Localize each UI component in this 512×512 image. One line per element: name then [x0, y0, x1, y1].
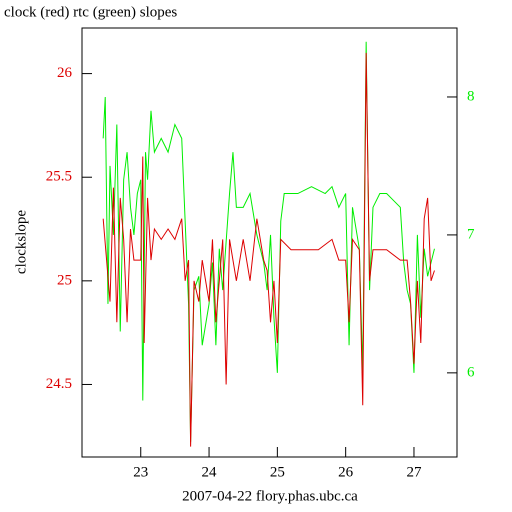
y-tick-label: 26	[57, 65, 73, 81]
x-tick-label: 25	[270, 464, 285, 480]
y-tick-label: 25.5	[46, 169, 72, 185]
y-axis-label: clockslope	[13, 210, 29, 274]
y2-tick-label: 7	[467, 226, 475, 242]
plot-frame	[81, 27, 458, 458]
y2-tick-label: 6	[467, 364, 475, 380]
chart-title: clock (red) rtc (green) slopes	[4, 4, 177, 20]
series-line	[102, 52, 435, 447]
x-tick-label: 26	[338, 464, 354, 480]
y-tick-label: 25	[57, 272, 72, 288]
y-tick-label: 24.5	[46, 376, 72, 392]
series-line	[102, 41, 435, 442]
x-axis-label: 2007-04-22 flory.phas.ubc.ca	[182, 488, 358, 504]
x-tick-label: 24	[202, 464, 218, 480]
y2-tick-label: 8	[467, 88, 475, 104]
x-tick-label: 27	[406, 464, 422, 480]
x-tick-label: 23	[133, 464, 148, 480]
